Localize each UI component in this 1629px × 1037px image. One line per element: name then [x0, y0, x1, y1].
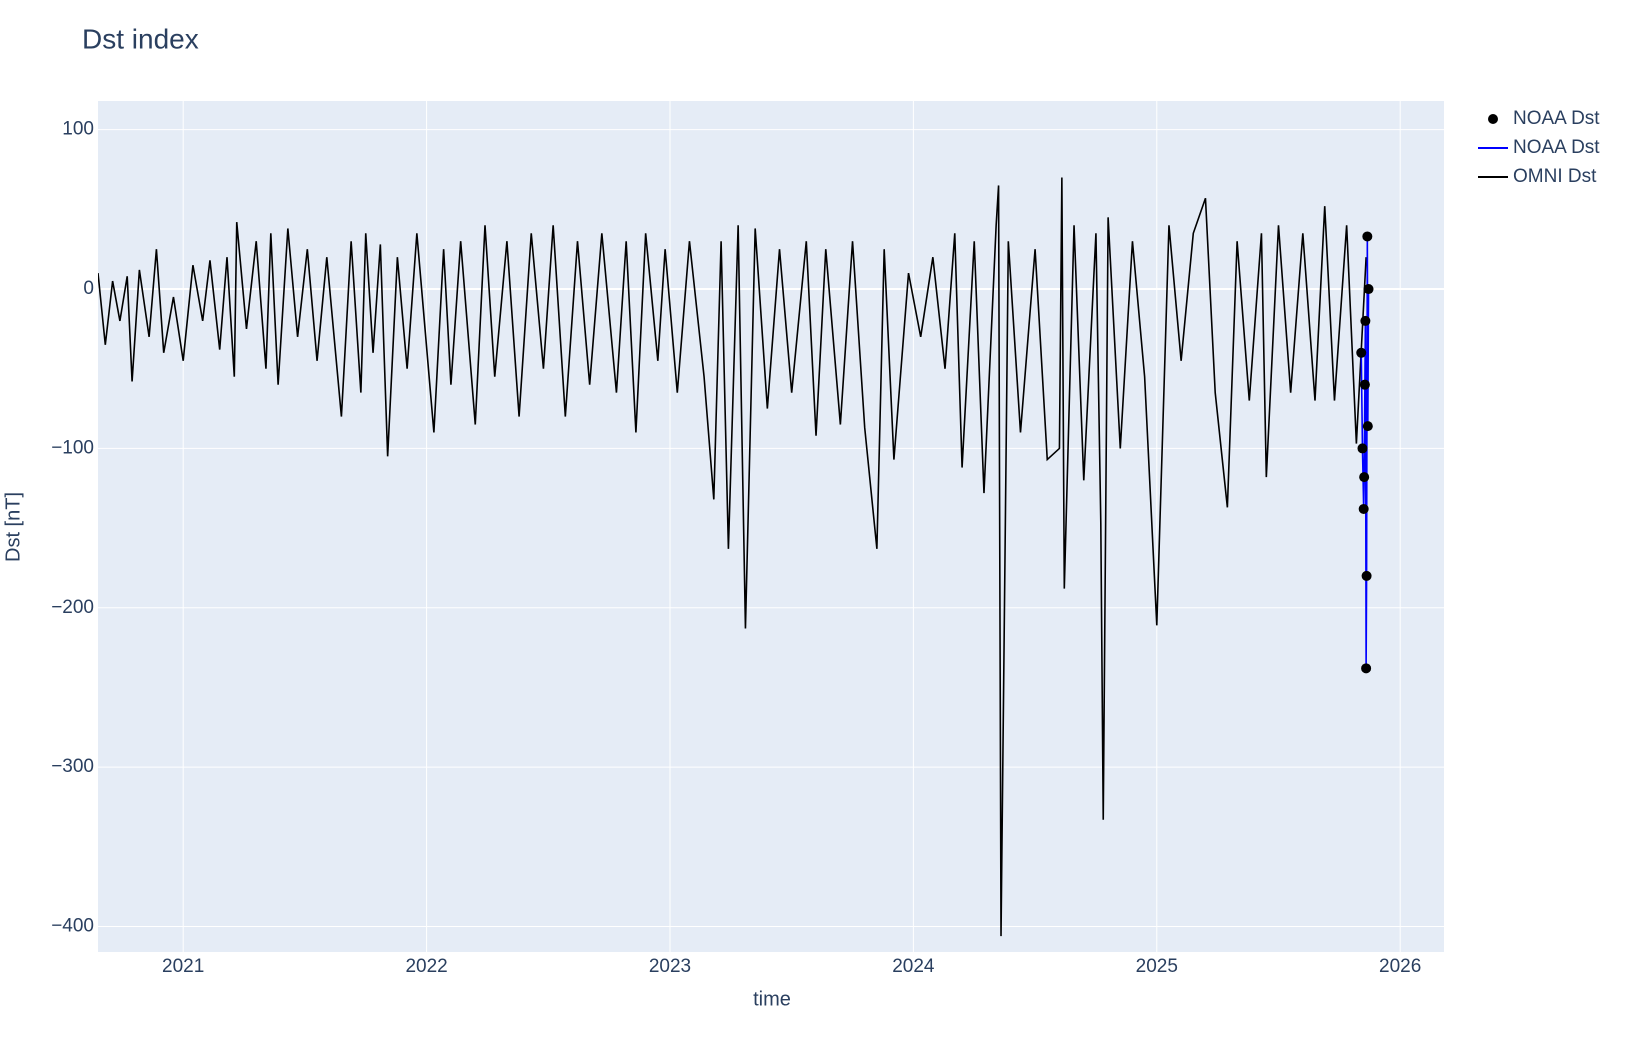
- marker-point: [1363, 284, 1374, 295]
- marker-point: [1360, 315, 1371, 326]
- marker-point: [1359, 472, 1370, 483]
- legend-label: NOAA Dst: [1513, 108, 1600, 129]
- legend-swatch: [1488, 114, 1498, 124]
- y-tick-label: 0: [83, 278, 94, 299]
- chart-title: Dst index: [82, 23, 199, 54]
- marker-point: [1361, 663, 1372, 674]
- y-tick-label: −300: [51, 756, 94, 777]
- y-axis-title: Dst [nT]: [2, 492, 24, 562]
- marker-point: [1362, 231, 1373, 242]
- marker-point: [1358, 503, 1369, 514]
- x-tick-label: 2025: [1136, 956, 1178, 977]
- y-tick-label: −100: [51, 437, 94, 458]
- y-tick-label: −400: [51, 916, 94, 937]
- plot-area: [98, 101, 1444, 952]
- y-tick-label: 100: [62, 119, 94, 140]
- marker-point: [1362, 421, 1373, 432]
- marker-point: [1357, 443, 1368, 454]
- marker-point: [1356, 347, 1367, 358]
- y-tick-label: −200: [51, 597, 94, 618]
- series-line: [98, 177, 1367, 937]
- x-tick-label: 2021: [162, 956, 204, 977]
- legend-label: OMNI Dst: [1513, 166, 1597, 187]
- x-tick-label: 2022: [405, 956, 447, 977]
- x-tick-label: 2023: [649, 956, 691, 977]
- marker-point: [1359, 379, 1370, 390]
- legend-label: NOAA Dst: [1513, 137, 1600, 158]
- x-axis-title: time: [753, 988, 791, 1010]
- x-tick-label: 2026: [1379, 956, 1421, 977]
- marker-point: [1361, 570, 1372, 581]
- x-tick-label: 2024: [892, 956, 935, 977]
